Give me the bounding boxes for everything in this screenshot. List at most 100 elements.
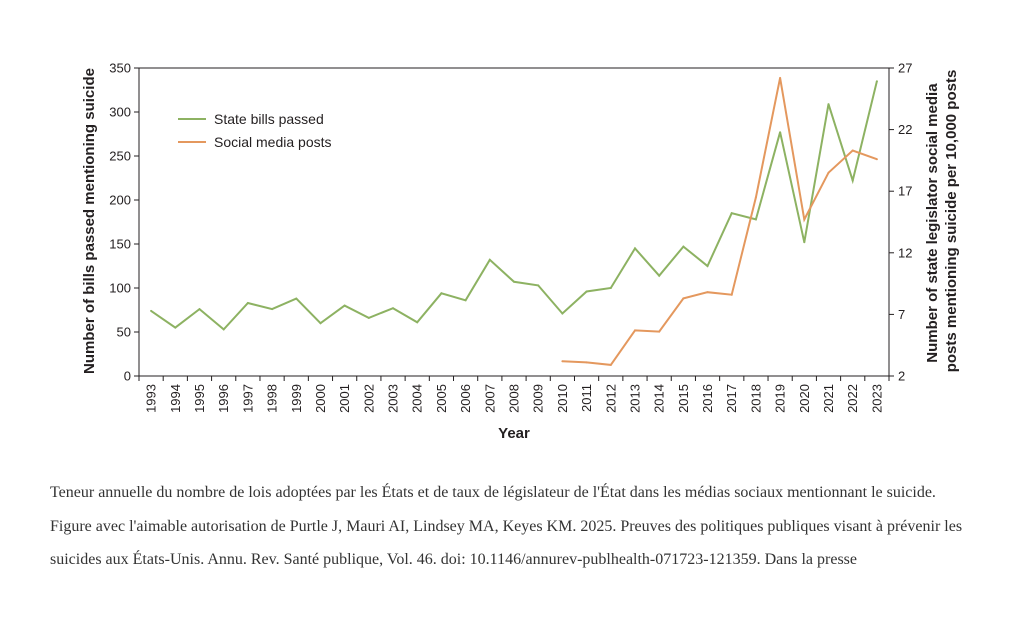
x-tick-label: 2004 bbox=[410, 384, 425, 413]
data-point-social-media-posts bbox=[682, 297, 685, 300]
legend-label-social-media: Social media posts bbox=[214, 134, 332, 150]
data-point-state-bills-passed bbox=[440, 292, 443, 295]
data-point-state-bills-passed bbox=[513, 280, 515, 283]
x-tick-label: 2007 bbox=[482, 384, 497, 413]
left-y-tick-label: 100 bbox=[109, 281, 131, 296]
left-y-tick-label: 250 bbox=[109, 149, 131, 164]
legend: State bills passed Social media posts bbox=[178, 111, 332, 150]
x-tick-label: 2008 bbox=[507, 384, 522, 413]
x-tick-label: 2017 bbox=[724, 384, 739, 413]
left-y-axis-title: Number of bills passed mentioning suicid… bbox=[81, 68, 98, 374]
data-point-state-bills-passed bbox=[754, 218, 757, 221]
data-point-social-media-posts bbox=[851, 149, 854, 152]
right-y-tick-label: 12 bbox=[898, 245, 912, 260]
x-tick-label: 2014 bbox=[652, 384, 667, 413]
data-point-social-media-posts bbox=[754, 196, 757, 199]
right-y-tick-label: 2 bbox=[898, 369, 905, 384]
x-tick-label: 2016 bbox=[700, 384, 715, 413]
data-point-state-bills-passed bbox=[488, 258, 491, 261]
x-tick-label: 1995 bbox=[192, 384, 207, 413]
data-point-state-bills-passed bbox=[658, 274, 661, 277]
x-axis-ticks: 1993 1994 1995 1996 1997 1998 1999 2000 2001 2002… bbox=[138, 376, 890, 413]
data-point-social-media-posts bbox=[803, 218, 806, 221]
data-point-state-bills-passed bbox=[875, 80, 878, 83]
data-point-social-media-posts bbox=[875, 158, 878, 161]
x-tick-label: 2010 bbox=[555, 384, 570, 413]
x-tick-label: 2005 bbox=[434, 384, 449, 413]
left-y-tick-label: 150 bbox=[109, 237, 131, 252]
data-point-state-bills-passed bbox=[634, 247, 636, 250]
data-point-state-bills-passed bbox=[367, 316, 370, 319]
x-tick-label: 2021 bbox=[821, 384, 836, 413]
data-point-state-bills-passed bbox=[827, 103, 830, 106]
data-point-state-bills-passed bbox=[246, 302, 249, 304]
data-point-social-media-posts bbox=[658, 330, 661, 333]
data-point-state-bills-passed bbox=[851, 179, 854, 182]
series-line-social-media-posts bbox=[562, 77, 878, 366]
x-axis-title: Year bbox=[498, 425, 530, 442]
data-point-state-bills-passed bbox=[706, 265, 709, 267]
right-y-tick-label: 7 bbox=[898, 307, 905, 322]
data-point-state-bills-passed bbox=[464, 299, 467, 302]
data-point-state-bills-passed bbox=[609, 287, 612, 289]
data-point-social-media-posts bbox=[827, 171, 830, 174]
data-point-state-bills-passed bbox=[803, 241, 806, 244]
data-point-state-bills-passed bbox=[779, 131, 782, 134]
x-tick-label: 1998 bbox=[265, 384, 280, 413]
data-point-state-bills-passed bbox=[585, 290, 588, 293]
data-point-state-bills-passed bbox=[537, 284, 540, 287]
data-point-state-bills-passed bbox=[222, 328, 225, 331]
right-y-tick-label: 17 bbox=[898, 184, 912, 199]
data-point-state-bills-passed bbox=[295, 297, 298, 300]
left-y-tick-label: 350 bbox=[109, 61, 131, 76]
x-tick-label: 2000 bbox=[313, 384, 328, 413]
x-tick-label: 2001 bbox=[337, 384, 352, 413]
data-point-social-media-posts bbox=[609, 363, 612, 366]
data-point-state-bills-passed bbox=[271, 308, 274, 311]
right-y-axis-title: Number of state legislator social media … bbox=[924, 70, 960, 373]
left-y-tick-label: 0 bbox=[124, 369, 131, 384]
x-tick-label: 2012 bbox=[603, 384, 618, 413]
series-layer bbox=[150, 76, 878, 366]
x-tick-label: 1999 bbox=[289, 384, 304, 413]
right-y-tick-label: 27 bbox=[898, 61, 912, 76]
data-point-social-media-posts bbox=[706, 291, 709, 294]
right-y-tick-label: 22 bbox=[898, 122, 912, 137]
data-point-state-bills-passed bbox=[198, 308, 201, 311]
x-tick-label: 2022 bbox=[845, 384, 860, 413]
x-tick-label: 1996 bbox=[216, 384, 231, 413]
x-tick-label: 2015 bbox=[676, 384, 691, 413]
x-tick-label: 2018 bbox=[748, 384, 763, 413]
x-tick-label: 1993 bbox=[144, 384, 159, 413]
data-point-state-bills-passed bbox=[561, 312, 564, 315]
data-point-social-media-posts bbox=[634, 329, 636, 332]
figure-caption: Teneur annuelle du nombre de lois adopté… bbox=[50, 484, 963, 568]
x-tick-label: 2011 bbox=[579, 384, 594, 412]
data-point-state-bills-passed bbox=[392, 307, 394, 310]
data-point-state-bills-passed bbox=[150, 309, 153, 312]
legend-label-state-bills: State bills passed bbox=[214, 111, 324, 127]
x-tick-label: 2003 bbox=[386, 384, 401, 413]
x-tick-label: 2006 bbox=[458, 384, 473, 413]
x-tick-label: 2019 bbox=[773, 384, 788, 413]
x-tick-label: 2013 bbox=[627, 384, 642, 413]
data-point-state-bills-passed bbox=[174, 326, 177, 329]
data-point-social-media-posts bbox=[561, 360, 564, 363]
x-tick-label: 2002 bbox=[361, 384, 376, 413]
plot-frame bbox=[138, 67, 890, 377]
chart-axes bbox=[138, 67, 890, 377]
data-point-social-media-posts bbox=[585, 361, 588, 364]
x-tick-label: 1994 bbox=[168, 384, 183, 413]
x-tick-label: 1997 bbox=[240, 384, 255, 413]
data-point-state-bills-passed bbox=[319, 322, 322, 325]
data-point-social-media-posts bbox=[779, 76, 782, 79]
data-point-state-bills-passed bbox=[343, 304, 346, 307]
right-y-axis-title-line-2: posts mentioning suicide per 10,000 post… bbox=[943, 70, 960, 373]
left-y-tick-label: 300 bbox=[109, 105, 131, 120]
x-tick-label: 2023 bbox=[869, 384, 884, 413]
left-y-tick-label: 200 bbox=[109, 193, 131, 208]
data-point-state-bills-passed bbox=[730, 212, 733, 215]
left-y-tick-label: 50 bbox=[117, 325, 131, 340]
